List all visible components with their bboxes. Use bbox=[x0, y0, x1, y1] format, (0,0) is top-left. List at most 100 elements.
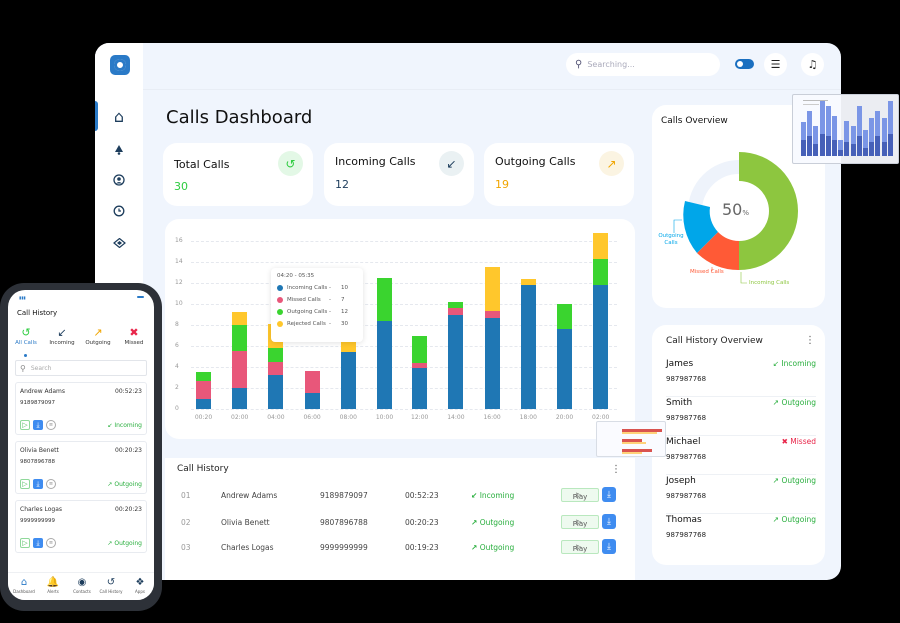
y-axis-label: 0 bbox=[175, 405, 179, 412]
phone-call-card[interactable]: Andrew Adams 00:52:23 9189879097 ▷ ⤓ ≡ ↙… bbox=[15, 382, 147, 435]
incoming-arrow-icon: ↙ bbox=[471, 491, 478, 500]
contact-name: James bbox=[666, 359, 694, 369]
tooltip-label: Incoming Calls bbox=[287, 285, 328, 291]
history-list-item[interactable]: Joseph 987987768 ↗ Outgoing bbox=[666, 476, 816, 514]
caller-name: Charles Logas bbox=[20, 506, 63, 513]
stacked-bar[interactable] bbox=[520, 278, 536, 409]
play-label: Play bbox=[572, 545, 588, 553]
search-icon: ⚲ bbox=[575, 59, 583, 70]
download-button[interactable]: ⤓ bbox=[602, 539, 616, 554]
play-button[interactable]: ▷ bbox=[20, 538, 30, 548]
row-number: 03 bbox=[181, 543, 191, 552]
play-button[interactable]: ▷ Play bbox=[561, 540, 599, 554]
theme-toggle[interactable] bbox=[735, 59, 754, 69]
download-button[interactable]: ⤓ bbox=[602, 487, 616, 502]
phone-call-card[interactable]: Charles Logas 00:20:23 9999999999 ▷ ⤓ ≡ … bbox=[15, 500, 147, 553]
stat-value: 30 bbox=[174, 180, 188, 193]
home-icon[interactable]: ⌂ bbox=[113, 106, 125, 126]
more-options-icon[interactable]: ⋮ bbox=[611, 464, 621, 475]
nav-label: Apps bbox=[135, 589, 145, 594]
messages-button[interactable]: ☰ bbox=[764, 53, 787, 76]
stacked-bar[interactable] bbox=[377, 277, 392, 409]
table-row[interactable]: 03 Charles Logas 9999999999 00:19:23 ↗ O… bbox=[165, 539, 635, 557]
play-button[interactable]: ▷ Play bbox=[561, 515, 599, 529]
nav-label: Alerts bbox=[47, 589, 59, 594]
history-list-item[interactable]: James 987987768 ↙ Incoming bbox=[666, 359, 816, 397]
x-axis-label: 06:00 bbox=[303, 414, 321, 421]
table-row[interactable]: 02 Olivia Benett 9807896788 00:20:23 ↗ O… bbox=[165, 514, 635, 532]
call-status: ↗ Outgoing bbox=[107, 481, 142, 488]
stat-card-incoming: Incoming Calls 12 ↙ bbox=[324, 143, 474, 206]
bar-segment bbox=[377, 320, 392, 409]
call-status: ↙ Incoming bbox=[772, 359, 816, 368]
phone-nav-call-history[interactable]: ↺ Call History bbox=[97, 577, 125, 594]
contacts-icon[interactable] bbox=[109, 170, 129, 190]
notifications-button[interactable]: ♫ bbox=[801, 53, 824, 76]
x-axis-label: 02:00 bbox=[592, 414, 610, 421]
x-axis-label: 20:00 bbox=[555, 414, 574, 421]
outgoing-arrow-icon: ↗ bbox=[471, 543, 478, 552]
history-list-item[interactable]: Thomas 987987768 ↗ Outgoing bbox=[666, 515, 816, 553]
bar-segment bbox=[304, 393, 320, 409]
stacked-bar[interactable] bbox=[304, 371, 320, 409]
download-button[interactable]: ⤓ bbox=[33, 420, 43, 430]
message-button[interactable]: ≡ bbox=[46, 479, 56, 489]
stacked-bar[interactable] bbox=[593, 232, 609, 409]
nav-icon: 🔔 bbox=[46, 577, 60, 588]
call-history-icon[interactable] bbox=[109, 201, 129, 221]
stacked-bar[interactable] bbox=[448, 301, 464, 409]
phone-nav-contacts[interactable]: ◉ Contacts bbox=[68, 577, 96, 594]
stacked-bar[interactable] bbox=[196, 372, 211, 409]
calls-bar-chart: 0 2 4 6 8 10 12 14 16 00:20 02:00 04:00 06:00 08:00 10… bbox=[165, 219, 635, 439]
x-axis-label: 00:20 bbox=[194, 414, 213, 421]
call-status: ↗ Outgoing bbox=[107, 540, 142, 547]
stacked-bar[interactable] bbox=[232, 312, 248, 409]
stat-card-outgoing: Outgoing Calls 19 ↗ bbox=[484, 143, 634, 206]
tab-label: All Calls bbox=[15, 340, 37, 346]
history-list-item[interactable]: Michael 987987768 ✖ Missed bbox=[666, 437, 816, 475]
active-tab-dot bbox=[24, 354, 27, 357]
tab-label: Incoming bbox=[49, 340, 75, 346]
legend-incoming: Incoming Calls bbox=[749, 280, 790, 286]
message-button[interactable]: ≡ bbox=[46, 538, 56, 548]
phone-search-input[interactable]: ⚲ Search bbox=[15, 360, 147, 376]
phone-tab-all-calls[interactable]: ↺ All Calls bbox=[11, 326, 41, 346]
signal-icon: ▮▮▮ bbox=[19, 295, 26, 300]
bar-segment bbox=[412, 362, 428, 369]
phone-tab-incoming[interactable]: ↙ Incoming bbox=[47, 326, 77, 346]
outgoing-icon: ↗ bbox=[772, 515, 780, 524]
tooltip-value: 12 bbox=[341, 309, 348, 315]
phone-nav-dashboard[interactable]: ⌂ Dashboard bbox=[10, 577, 38, 594]
phone-call-card[interactable]: Olivia Benett 00:20:23 9807896788 ▷ ⤓ ≡ … bbox=[15, 441, 147, 494]
download-button[interactable]: ⤓ bbox=[33, 479, 43, 489]
bar-segment bbox=[557, 329, 572, 409]
bar-segment bbox=[484, 311, 500, 318]
phone-tab-outgoing[interactable]: ↗ Outgoing bbox=[83, 326, 113, 346]
phone-nav-apps[interactable]: ❖ Apps bbox=[126, 577, 154, 594]
nav-icon: ❖ bbox=[135, 577, 145, 588]
play-button[interactable]: ▷ Play bbox=[561, 488, 599, 502]
search-input[interactable]: ⚲ Searching... bbox=[566, 53, 720, 76]
download-button[interactable]: ⤓ bbox=[602, 514, 616, 529]
play-button[interactable]: ▷ bbox=[20, 479, 30, 489]
play-button[interactable]: ▷ bbox=[20, 420, 30, 430]
phone-tab-missed[interactable]: ✖ Missed bbox=[119, 326, 149, 346]
table-row[interactable]: 01 Andrew Adams 9189879097 00:52:23 ↙ In… bbox=[165, 487, 635, 505]
stacked-bar[interactable] bbox=[557, 304, 572, 409]
message-button[interactable]: ≡ bbox=[46, 420, 56, 430]
x-axis-label: 14:00 bbox=[447, 414, 465, 421]
x-axis-label: 18:00 bbox=[519, 414, 537, 421]
apps-icon[interactable] bbox=[109, 233, 129, 253]
history-list-item[interactable]: Smith 987987768 ↗ Outgoing bbox=[666, 398, 816, 436]
phone-nav-alerts[interactable]: 🔔 Alerts bbox=[39, 577, 67, 594]
stacked-bar[interactable] bbox=[484, 267, 500, 409]
stacked-bar[interactable] bbox=[412, 335, 428, 409]
tab-icon: ↙ bbox=[57, 326, 67, 339]
bar-segment bbox=[377, 277, 392, 321]
call-time: 00:20:23 bbox=[115, 447, 142, 454]
alerts-icon[interactable] bbox=[109, 139, 129, 159]
download-button[interactable]: ⤓ bbox=[33, 538, 43, 548]
y-axis-label: 10 bbox=[175, 300, 183, 307]
more-options-icon[interactable]: ⋮ bbox=[805, 335, 815, 346]
contact-phone: 987987768 bbox=[666, 375, 707, 383]
